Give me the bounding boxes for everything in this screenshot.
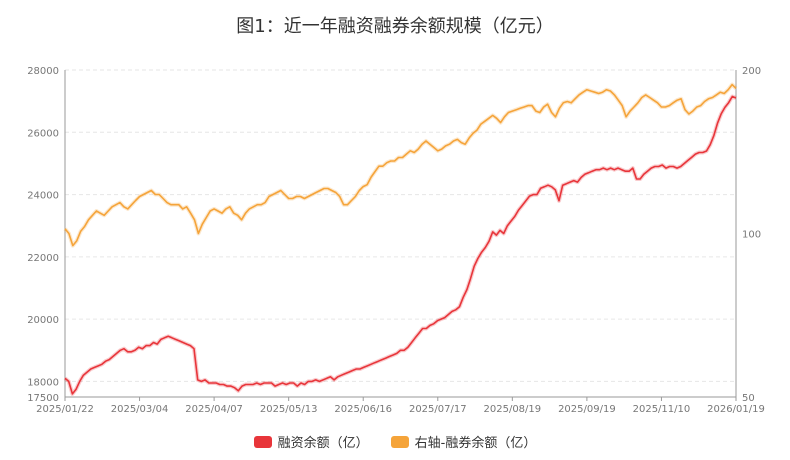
series-lines — [63, 82, 738, 396]
legend-swatch-orange — [390, 435, 409, 448]
y-right-tick-label: 50 — [742, 393, 755, 404]
chart-title: 图1：近一年融资融券余额规模（亿元） — [236, 16, 554, 37]
series-glow-0 — [63, 94, 737, 396]
x-tick-label: 2025/01/22 — [36, 404, 94, 415]
legend-label: 右轴-融券余额（亿） — [414, 436, 537, 451]
x-tick-label: 2025/07/17 — [409, 404, 467, 415]
x-tick-label: 2025/06/16 — [334, 404, 392, 415]
y-left-tick-label: 20000 — [27, 315, 59, 326]
y-right-tick-label: 200 — [742, 66, 761, 77]
legend-label: 融资余额（亿） — [277, 436, 369, 451]
y-left-tick-label: 22000 — [27, 253, 59, 264]
series-line-short-balance[interactable] — [64, 83, 737, 247]
y-right-tick-label: 100 — [742, 230, 761, 241]
legend: 融资余额（亿） 右轴-融券余额（亿） — [0, 432, 790, 451]
x-tick-label: 2026/01/19 — [707, 404, 765, 415]
tick-labels: 28000 26000 24000 22000 20000 18000 17500 200 10… — [27, 66, 765, 415]
x-tick-label: 2025/09/19 — [558, 404, 616, 415]
x-tick-label: 2025/05/13 — [260, 404, 318, 415]
legend-item-margin-balance[interactable]: 融资余额（亿） — [253, 432, 369, 451]
chart-canvas: 28000 26000 24000 22000 20000 18000 17500 200 10… — [27, 66, 765, 415]
axes — [64, 70, 737, 401]
y-left-tick-label: 28000 — [27, 66, 59, 77]
y-left-tick-label: 17500 — [27, 393, 59, 404]
series-line-margin-balance[interactable] — [64, 95, 737, 395]
series-glow-1 — [63, 82, 738, 248]
legend-item-short-balance[interactable]: 右轴-融券余额（亿） — [390, 432, 537, 451]
x-tick-label: 2025/04/07 — [185, 404, 243, 415]
grid-lines — [65, 69, 736, 382]
y-left-tick-label: 18000 — [27, 377, 59, 388]
legend-swatch-red — [253, 435, 272, 448]
y-left-tick-label: 26000 — [27, 128, 59, 139]
x-tick-label: 2025/11/10 — [633, 404, 691, 415]
y-left-tick-label: 24000 — [27, 191, 59, 202]
x-tick-label: 2025/03/04 — [111, 404, 169, 415]
x-tick-label: 2025/08/19 — [484, 404, 542, 415]
